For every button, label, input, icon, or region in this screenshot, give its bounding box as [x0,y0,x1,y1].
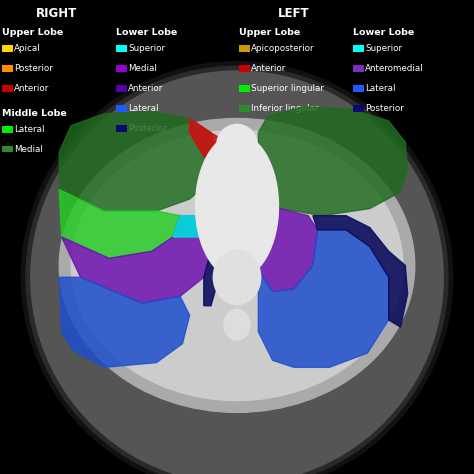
FancyBboxPatch shape [2,65,13,72]
Text: Lateral: Lateral [14,125,45,134]
FancyBboxPatch shape [239,46,250,52]
FancyBboxPatch shape [116,65,127,72]
Text: LEFT: LEFT [278,7,310,20]
Text: Superior: Superior [365,44,402,53]
Polygon shape [62,216,211,303]
Text: Inferior lingular: Inferior lingular [251,104,319,113]
Text: Superior: Superior [128,44,165,53]
FancyBboxPatch shape [353,46,364,52]
Polygon shape [258,107,408,216]
Text: Anterior: Anterior [251,64,287,73]
Text: Lower Lobe: Lower Lobe [353,28,414,37]
FancyBboxPatch shape [2,146,13,153]
Text: Middle Lobe: Middle Lobe [2,109,67,118]
Text: Lateral: Lateral [365,84,395,93]
Ellipse shape [217,125,257,165]
FancyBboxPatch shape [239,65,250,72]
Text: Apicoposterior: Apicoposterior [251,44,315,53]
Polygon shape [190,118,228,164]
Circle shape [31,71,443,474]
Text: RIGHT: RIGHT [36,7,78,20]
Text: Lateral: Lateral [128,104,158,113]
Text: Upper Lobe: Upper Lobe [2,28,64,37]
Text: Apical: Apical [14,44,41,53]
FancyBboxPatch shape [353,105,364,111]
Polygon shape [258,192,318,292]
Text: Anteromedial: Anteromedial [365,64,424,73]
Polygon shape [258,230,389,367]
FancyBboxPatch shape [116,105,127,111]
FancyBboxPatch shape [2,85,13,91]
FancyBboxPatch shape [239,85,250,91]
Text: Medial: Medial [14,145,43,154]
Text: Medial: Medial [128,64,157,73]
Polygon shape [313,216,408,327]
Polygon shape [258,164,273,206]
Polygon shape [59,190,180,258]
Polygon shape [59,111,216,211]
FancyBboxPatch shape [2,126,13,133]
FancyBboxPatch shape [239,105,250,111]
Ellipse shape [59,118,415,412]
Text: Posterior: Posterior [128,124,167,133]
FancyBboxPatch shape [116,85,127,91]
Text: Superior lingular: Superior lingular [251,84,324,93]
Ellipse shape [213,250,261,305]
Text: Anterior: Anterior [128,84,164,93]
Ellipse shape [195,134,279,279]
Text: Upper Lobe: Upper Lobe [239,28,301,37]
FancyBboxPatch shape [353,85,364,91]
FancyBboxPatch shape [2,46,13,52]
Polygon shape [173,216,211,237]
FancyBboxPatch shape [116,46,127,52]
Polygon shape [59,277,190,367]
FancyBboxPatch shape [116,125,127,131]
Ellipse shape [224,309,250,340]
Ellipse shape [71,130,403,401]
Text: Posterior: Posterior [365,104,404,113]
Text: Anterior: Anterior [14,84,50,93]
Circle shape [26,66,448,474]
Text: Lower Lobe: Lower Lobe [116,28,177,37]
Polygon shape [204,228,218,306]
Text: Posterior: Posterior [14,64,53,73]
FancyBboxPatch shape [353,65,364,72]
Circle shape [21,62,453,474]
